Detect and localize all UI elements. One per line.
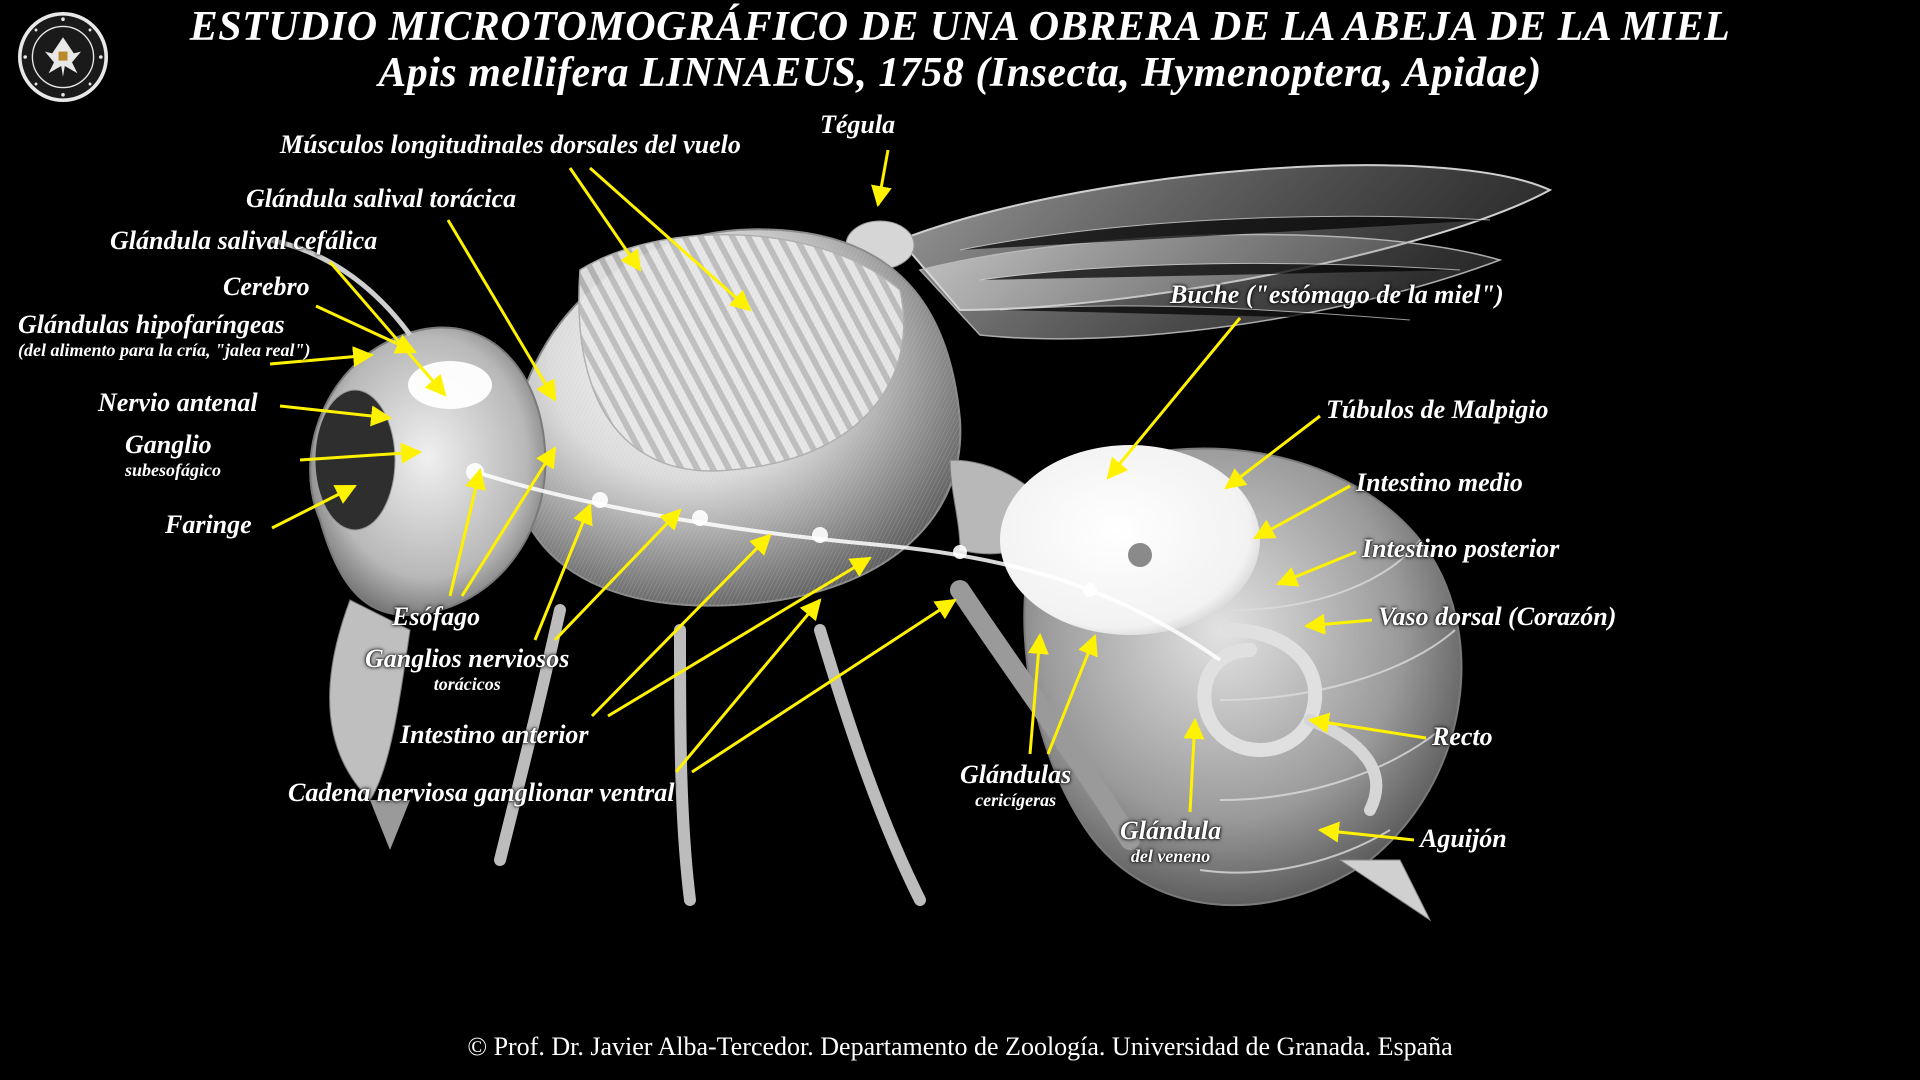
figure-stage: ESTUDIO MICROTOMOGRÁFICO DE UNA OBRERA D…: [0, 0, 1920, 1080]
label-gland_veneno: Glánduladel veneno: [1120, 816, 1221, 867]
label-gland_sal_cef: Glándula salival cefálica: [110, 226, 377, 256]
label-intestino_post: Intestino posterior: [1362, 534, 1559, 564]
figure-title: ESTUDIO MICROTOMOGRÁFICO DE UNA OBRERA D…: [0, 4, 1920, 96]
label-recto: Recto: [1432, 722, 1493, 752]
callout-arrows: [0, 0, 1920, 1080]
label-buche: Buche ("estómago de la miel"): [1170, 280, 1504, 310]
label-intestino_medio: Intestino medio: [1356, 468, 1523, 498]
label-tegula: Tégula: [820, 110, 895, 140]
label-musculos: Músculos longitudinales dorsales del vue…: [280, 130, 741, 160]
label-cadena_ventral: Cadena nerviosa ganglionar ventral: [288, 778, 674, 808]
label-aguijon: Aguijón: [1420, 824, 1507, 854]
label-cerebro: Cerebro: [223, 272, 310, 302]
label-esofago: Esófago: [392, 602, 480, 632]
label-vaso_dorsal: Vaso dorsal (Corazón): [1378, 602, 1616, 632]
label-faringe: Faringe: [165, 510, 252, 540]
label-malpigio: Túbulos de Malpigio: [1326, 395, 1548, 425]
title-line-2: Apis mellifera LINNAEUS, 1758 (Insecta, …: [0, 50, 1920, 96]
figure-credit: © Prof. Dr. Javier Alba-Tercedor. Depart…: [0, 1032, 1920, 1062]
label-hipofaringeas: Glándulas hipofaríngeas(del alimento par…: [18, 310, 310, 361]
label-nervio_antenal: Nervio antenal: [98, 388, 258, 418]
label-intestino_ant: Intestino anterior: [400, 720, 589, 750]
title-line-1: ESTUDIO MICROTOMOGRÁFICO DE UNA OBRERA D…: [0, 4, 1920, 50]
label-ganglios_tor: Ganglios nerviosostorácicos: [365, 644, 569, 695]
label-gland_sal_tor: Glándula salival torácica: [246, 184, 516, 214]
label-gland_ceric: Glándulascericígeras: [960, 760, 1071, 811]
label-ganglio_sub: Gangliosubesofágico: [125, 430, 221, 481]
